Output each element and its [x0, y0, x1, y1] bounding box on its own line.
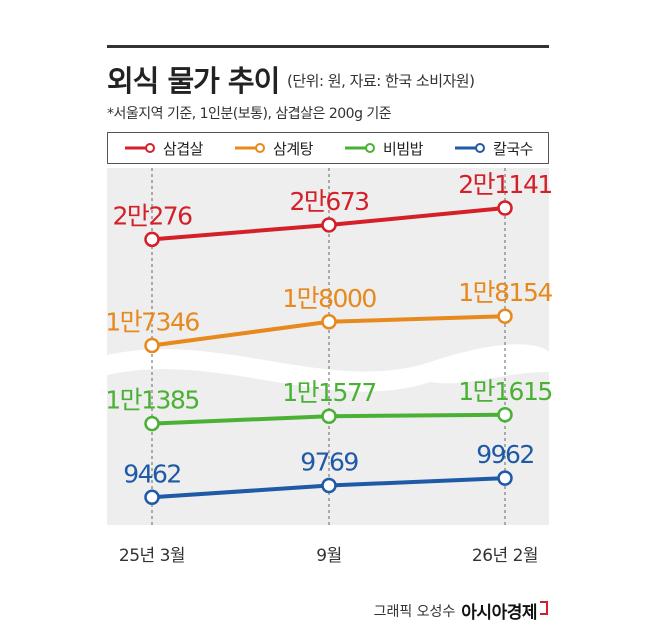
x-tick-label: 26년 2월: [472, 546, 538, 566]
data-label: 2만1141: [458, 170, 552, 199]
data-point: [144, 489, 160, 506]
chart-subtitle: (단위: 원, 자료: 한국 소비자원): [287, 72, 475, 90]
chart-note: *서울지역 기준, 1인분(보통), 삼겹살은 200g 기준: [107, 106, 392, 122]
legend-item-samgyeopsal: 삼겹살: [123, 138, 203, 159]
data-label: 1만1385: [105, 386, 199, 415]
data-label: 1만1615: [458, 377, 552, 406]
legend-item-samgyetang: 삼계탕: [233, 138, 313, 159]
legend-line-icon: [125, 143, 156, 153]
data-label: 9962: [476, 440, 534, 469]
data-label: 9769: [300, 448, 358, 477]
data-point: [321, 314, 337, 330]
legend: 삼겹살 삼계탕 비빔밥 칼국수: [107, 132, 549, 164]
data-point: [497, 407, 513, 423]
data-point: [144, 231, 160, 248]
data-point: [321, 217, 337, 233]
data-point: [144, 337, 160, 354]
data-label: 1만7346: [105, 307, 199, 336]
legend-line-icon: [235, 143, 266, 153]
legend-label: 비빔밥: [383, 139, 423, 158]
brand-mark-icon: [540, 600, 548, 615]
legend-line-icon: [345, 143, 376, 153]
x-tick-label: 25년 3월: [119, 546, 185, 566]
data-point: [497, 470, 513, 486]
x-tick-label: 9월: [316, 546, 341, 566]
data-label: 2만276: [112, 201, 192, 230]
chart-title: 외식 물가 추이: [107, 64, 280, 98]
data-point: [497, 200, 513, 216]
data-label: 1만8154: [458, 278, 552, 307]
data-label: 1만1577: [282, 378, 376, 407]
legend-label: 칼국수: [493, 139, 533, 158]
credit: 그래픽 오성수 아시아경제: [374, 598, 548, 623]
legend-item-kalguksu: 칼국수: [453, 138, 533, 159]
legend-item-bibimbap: 비빔밥: [343, 138, 423, 159]
data-label: 9462: [123, 459, 181, 488]
data-point: [321, 408, 337, 424]
legend-line-icon: [455, 143, 486, 153]
data-point: [321, 477, 337, 494]
brand-logo: 아시아경제: [461, 603, 537, 623]
legend-label: 삼계탕: [273, 139, 313, 158]
legend-label: 삼겹살: [163, 139, 203, 158]
data-point: [497, 308, 513, 324]
axis-break: [107, 344, 549, 392]
credit-text: 그래픽 오성수: [373, 603, 456, 620]
data-point: [144, 415, 160, 432]
data-label: 1만8000: [282, 284, 376, 313]
data-label: 2만673: [289, 187, 368, 216]
top-rule: [107, 45, 549, 48]
